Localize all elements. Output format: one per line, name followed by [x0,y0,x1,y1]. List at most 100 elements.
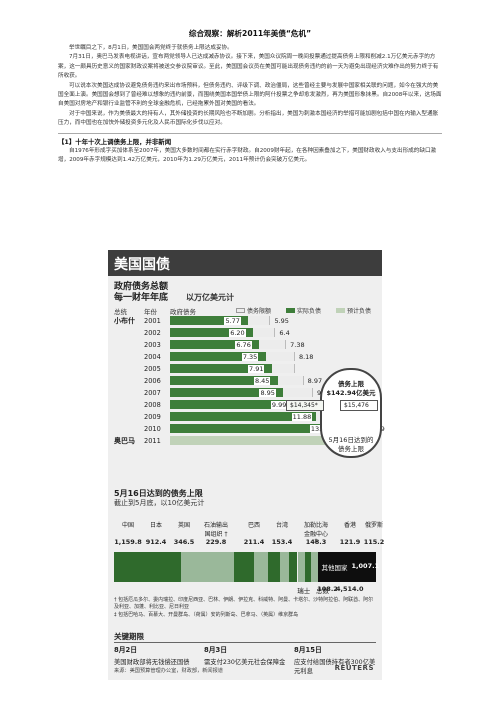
legend-label-projected: 预计负债 [347,308,372,315]
holder-value-other: 1,007.1 [351,562,380,570]
callout-line1: 债务上限 [338,380,364,388]
actual-bar-2002 [170,328,254,337]
footnote-1: † 包括厄瓜多尔、委内瑞拉、印度尼西亚、巴林、伊朗、伊拉克、科威特、阿曼、卡塔尔… [114,597,374,610]
holder-bar-5 [279,552,289,582]
holder-value-swiss: 108.2 [317,585,338,593]
legend-projected: 预计负债 [336,306,371,315]
limit-value-2001: 5.95 [274,317,289,325]
legend-swatch-limit [236,308,245,313]
limit-value-2004: 8.18 [298,353,314,361]
deadline-3-date: 8月15日 [294,646,322,654]
actual-bar-2010 [170,424,334,433]
paragraph-1: 举世瞩目之下，8月1日，美国国会两党终于就债务上限达成妥协。 [69,45,233,51]
year-label-2011: 2011 [144,437,161,445]
document-title: 综合观察：解析2011年美债“危机” [188,29,312,38]
year-label-2007: 2007 [144,389,161,397]
reuters-logo: REUTERS [334,664,374,672]
holder-bar-0 [114,552,182,582]
actual-value-2006: 8.45 [253,377,271,385]
president-bush: 小布什 [114,317,135,325]
actual-bar-2007 [170,388,284,397]
col-president: 总统 [114,308,127,316]
actual-value-2003: 6.76 [235,341,252,349]
actual-value-2007: 8.95 [259,389,276,397]
actual-bar-2003 [170,340,260,349]
actual-bar-2009 [170,412,316,421]
holder-bar-7 [297,552,305,582]
holder-bar-swiss [311,552,318,582]
actual-value-2009: 11.88 [291,413,313,421]
holder-value-6: 148.3 [305,538,327,546]
holder-name-4: 巴西 [247,522,260,529]
actual-bar-2011 [170,436,356,445]
col-expense: 政府债务 [170,308,196,316]
section-paragraph: 自1976年形成字买加体系至2007年，美国大多数时间都在实行赤字财政。自200… [58,147,437,164]
year-label-2001: 2001 [144,317,161,325]
deadline-2-text: 需支付230亿美元社会保障金 [204,659,286,666]
holder-value-1: 912.4 [145,538,167,546]
holder-name-other: 其他国家 [321,564,348,572]
actual-bar-2001 [170,316,249,325]
holder-bar-1 [181,552,235,582]
holder-value-2: 346.5 [173,538,195,546]
infographic-header: 美国国债 [108,250,382,276]
legend-actual: 实际负债 [286,306,321,315]
callout-line2: $142.94亿美元 [326,389,376,397]
chart-title-line1: 政府债务总额 [114,282,169,292]
debt-limit-callout: 债务上限 $142.94亿美元 5月16日达到的 债务上限 [320,368,382,458]
year-label-2009: 2009 [144,413,161,421]
holder-name-3: 石油输出国组织 † [203,522,228,538]
source-note: 来源：美国预算管理办公室，财政部，新闻报道 [114,668,223,674]
holders-subtitle: 截止到5月底，以10亿美元计 [114,499,205,507]
deadlines-divider [114,642,376,643]
holder-value-7: 121.9 [339,538,361,546]
year-label-2006: 2006 [144,377,161,385]
holder-bar-2 [234,552,255,582]
section-heading: 【1】十年十次上调债务上限，并非新闻 [58,137,172,146]
holder-bar-6 [288,552,298,582]
year-label-2002: 2002 [144,329,161,337]
year-label-2003: 2003 [144,341,161,349]
chart-title-block: 政府债务总额 每一财年年底 [114,282,234,304]
paragraph-3: 可以说本次美国达成协议避免债务违约来出市场预料，但债务违约、评级下调、政治僵局，… [58,82,442,108]
holder-value-8: 115.2 [363,538,385,546]
deadline-1-date: 8月2日 [114,646,138,654]
holder-name-1: 日本 [149,522,162,529]
deadline-1-text: 美国财政部将无钱偿还国债 [114,659,190,666]
legend-label-limit: 债务限额 [247,308,272,315]
callout-left-pill: $14,345* [286,400,324,411]
divider [58,132,442,134]
deadline-2-date: 8月3日 [204,646,228,654]
callout-right-pill: $15,476 [340,400,378,411]
holder-bar-4 [267,552,280,582]
deadlines-title: 关键期限 [114,632,144,641]
actual-value-2004: 7.35 [241,353,259,361]
callout-line4: 债务上限 [338,445,364,453]
holder-name-0: 中国 [121,522,134,529]
actual-bar-2005 [170,364,272,373]
chart-title-line2: 每一财年年底 [114,293,169,303]
actual-bar-2008 [170,400,295,409]
unit-label: 以万亿美元计 [186,293,234,302]
deadline-3-text: 应支付给国债持有者300亿美元利息 [294,659,376,675]
legend-limit: 债务限额 [236,306,271,315]
limit-value-2002: 6.4 [279,329,290,337]
holder-value-3: 229.8 [205,538,227,546]
legend-swatch-projected [336,308,345,313]
us-debt-infographic: 美国国债 政府债务总额 每一财年年底 以万亿美元计 总统 年份 政府债务 债务限… [108,250,385,680]
holder-name-total: 总数 [316,587,329,595]
holder-bar-other [317,552,376,582]
paragraph-4: 对于中国来说，作为美债最大的持有人，其外储投资的长期风险也不断加剧。分析指出，美… [58,110,439,127]
holder-name-7: 香港 [343,522,356,529]
deadline-3: 8月15日应支付给国债持有者300亿美元利息 [294,644,378,675]
infographic-title: 美国国债 [114,257,170,273]
year-label-2008: 2008 [144,401,161,409]
holder-name-6: 加勒比海金融中心 ‡ [303,522,328,545]
president-obama: 奥巴马 [114,437,135,445]
actual-value-2001: 5.77 [224,317,241,325]
paragraph-2: 7月31日，奥巴马发表电视讲话，宣布两党领导人已达成减赤协议。接下来，美国众议院… [58,54,439,80]
holder-value-0: 1,159.8 [114,538,142,546]
holder-bar-8 [304,552,312,582]
legend-swatch-actual [286,308,295,313]
year-label-2004: 2004 [144,353,161,361]
